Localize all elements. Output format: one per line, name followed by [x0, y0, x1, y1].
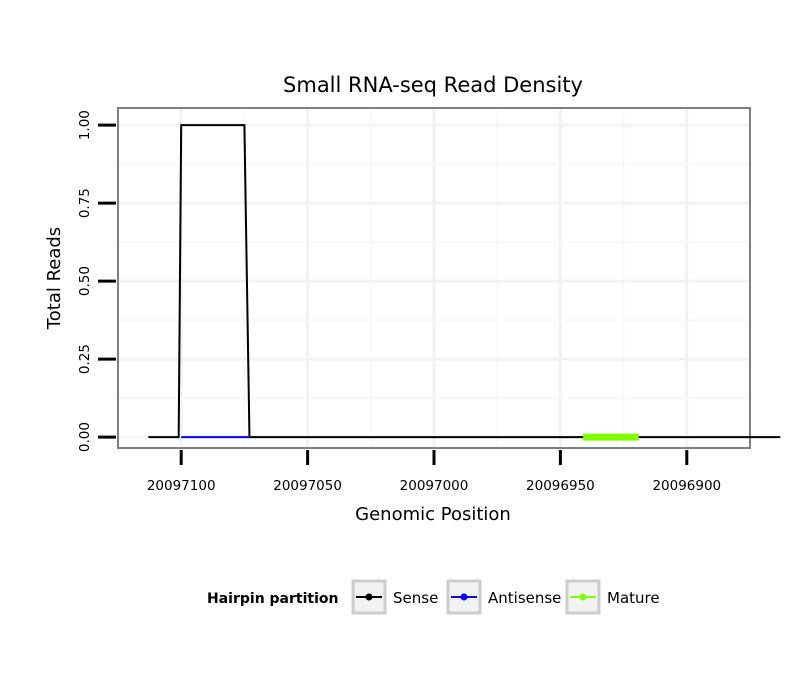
- legend: Hairpin partition Sense Antisense Mature: [207, 579, 660, 615]
- x-axis-title: Genomic Position: [355, 504, 511, 525]
- x-tick-label: 20097050: [273, 478, 342, 494]
- y-tick-label: 0.50: [77, 266, 93, 296]
- y-tick-label: 0.25: [77, 344, 93, 374]
- legend-item-mature: Mature: [565, 579, 660, 615]
- legend-item-antisense: Antisense: [446, 579, 561, 615]
- legend-label-sense: Sense: [393, 589, 438, 607]
- x-tick-label: 20096950: [526, 478, 595, 494]
- y-tick-label: 0.00: [77, 422, 93, 452]
- x-tick-label: 20097000: [400, 478, 469, 494]
- y-tick-label: 1.00: [77, 110, 93, 140]
- legend-item-sense: Sense: [351, 579, 438, 615]
- legend-title: Hairpin partition: [207, 591, 338, 607]
- series-line-sense: [148, 124, 781, 439]
- y-axis-title: Total Reads: [44, 227, 65, 330]
- legend-label-antisense: Antisense: [488, 589, 561, 607]
- y-tick-label: 0.75: [77, 188, 93, 218]
- series: [148, 124, 781, 441]
- x-tick-label: 20096900: [652, 478, 721, 494]
- chart-title: Small RNA-seq Read Density: [283, 73, 583, 97]
- axes: 20097100 20097050 20097000 20096950 20096900…: [77, 110, 721, 494]
- x-tick-label: 20097100: [147, 478, 216, 494]
- legend-label-mature: Mature: [607, 589, 660, 607]
